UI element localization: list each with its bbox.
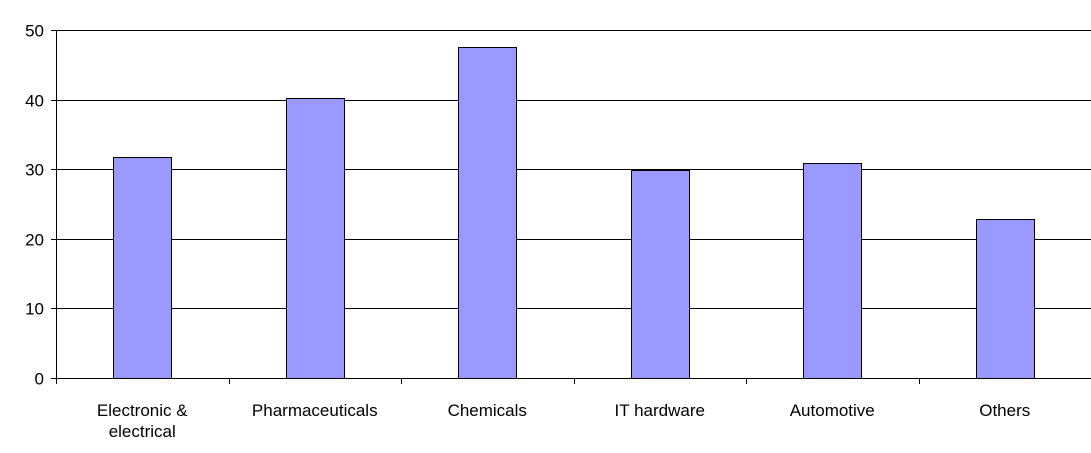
y-tick-label: 50 (25, 22, 44, 41)
y-tick-label: 40 (25, 92, 44, 111)
x-tick-label: Pharmaceuticals (252, 401, 378, 420)
x-tick-label-line: Pharmaceuticals (252, 401, 378, 420)
x-tick-label-line: Electronic & (97, 401, 188, 420)
x-tick-label: Others (979, 401, 1030, 420)
x-tick-label: IT hardware (615, 401, 705, 420)
x-tick-label: Chemicals (448, 401, 527, 420)
x-tick-label-line: Automotive (790, 401, 875, 420)
bar (458, 47, 517, 379)
y-tick-label: 30 (25, 161, 44, 180)
bar (113, 157, 172, 379)
x-tick-labels: Electronic & electrical Pharmaceuticals Che… (97, 401, 1030, 441)
x-tick-label: Electronic & electrical (97, 401, 188, 441)
x-tick-label-line: IT hardware (615, 401, 705, 420)
x-tick-label-line: electrical (109, 422, 176, 441)
y-tick-label: 0 (35, 370, 44, 389)
y-tick-labels: 0 10 20 30 40 50 (25, 22, 44, 389)
x-tick-label: Automotive (790, 401, 875, 420)
bar (976, 219, 1035, 379)
x-tick-label-line: Others (979, 401, 1030, 420)
x-tick-label-line: Chemicals (448, 401, 527, 420)
bar (803, 163, 862, 379)
axes (51, 30, 1091, 384)
bar (286, 98, 345, 379)
bar (631, 170, 690, 379)
gridlines (56, 30, 1091, 309)
y-tick-label: 20 (25, 231, 44, 250)
y-tick-label: 10 (25, 300, 44, 319)
bars (113, 47, 1035, 379)
